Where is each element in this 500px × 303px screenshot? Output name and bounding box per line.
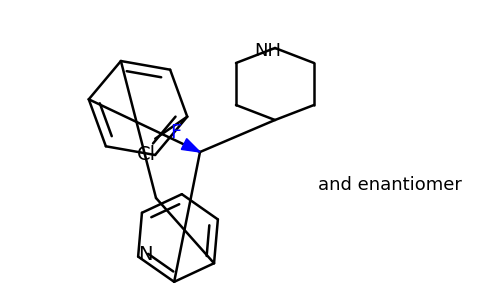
Text: N: N [138, 245, 152, 264]
Text: NH: NH [254, 42, 281, 61]
Text: F: F [170, 122, 181, 142]
Text: and enantiomer: and enantiomer [318, 176, 462, 194]
Text: Cl: Cl [137, 145, 156, 164]
Polygon shape [182, 139, 200, 152]
